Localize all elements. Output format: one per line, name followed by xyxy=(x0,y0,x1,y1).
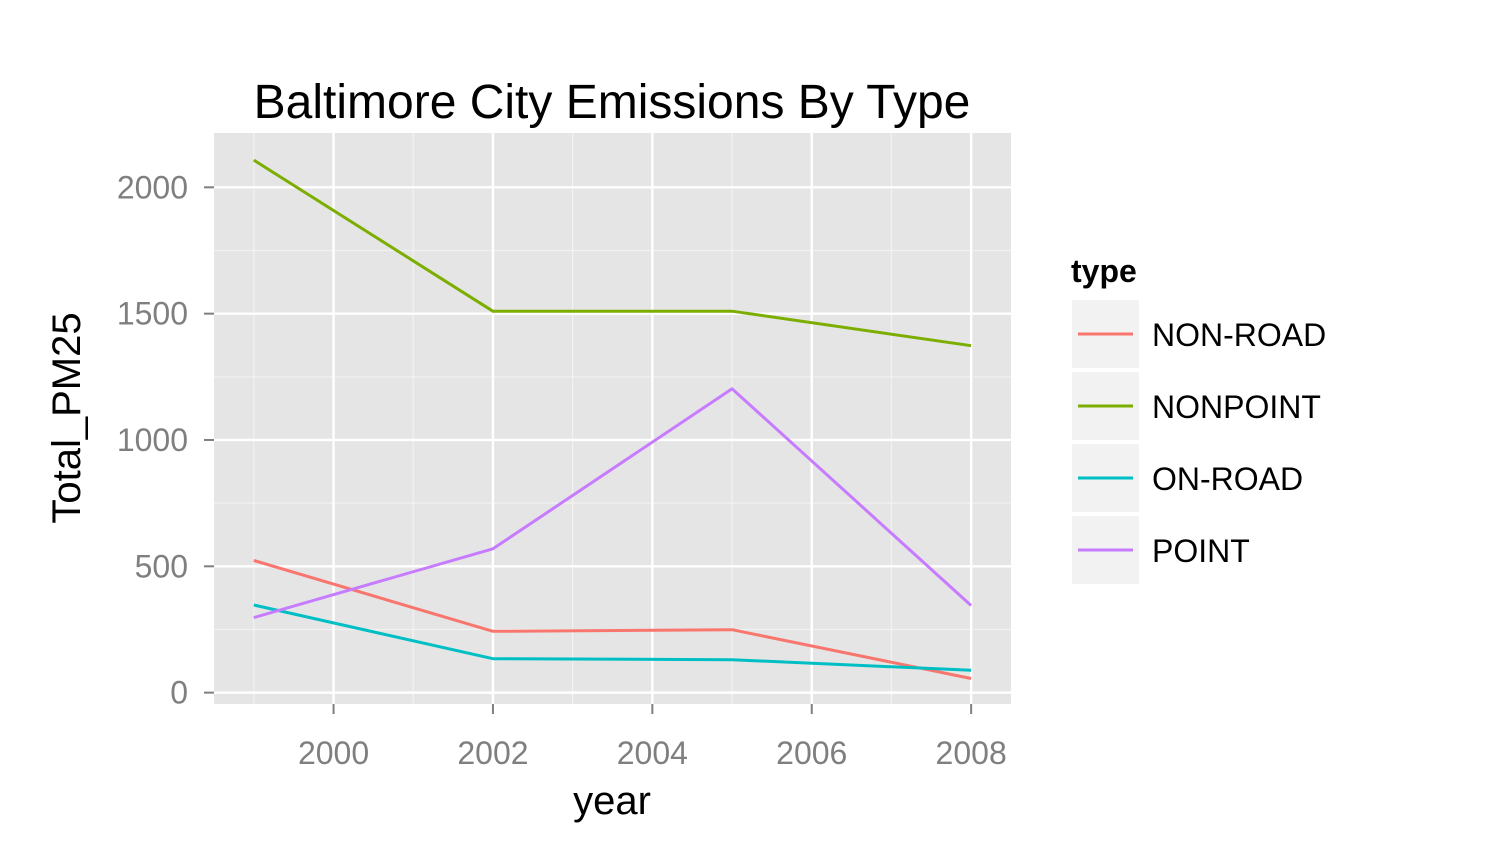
legend-item-non-road: NON-ROAD xyxy=(1072,300,1326,368)
series-line-on-road xyxy=(253,603,972,672)
legend-item-point: POINT xyxy=(1072,516,1250,584)
x-tick-label: 2008 xyxy=(936,735,1007,771)
series-line-point xyxy=(253,387,973,620)
legend-label: ON-ROAD xyxy=(1152,461,1303,497)
legend-label: NONPOINT xyxy=(1152,389,1321,425)
legend-item-nonpoint: NONPOINT xyxy=(1072,372,1321,440)
series-line-nonpoint xyxy=(252,158,972,348)
y-axis-title: Total_PM25 xyxy=(45,312,89,523)
plot-panel xyxy=(214,133,1011,704)
x-tick-label: 2002 xyxy=(457,735,528,771)
x-axis: 2000 2002 2004 2006 2008 xyxy=(298,704,1007,771)
legend-item-on-road: ON-ROAD xyxy=(1072,444,1303,512)
y-tick-label: 0 xyxy=(170,675,188,711)
legend-label: POINT xyxy=(1152,533,1250,569)
x-axis-title: year xyxy=(573,779,651,823)
legend-label: NON-ROAD xyxy=(1152,317,1326,353)
y-tick-label: 1500 xyxy=(117,296,188,332)
y-tick-label: 1000 xyxy=(117,422,188,458)
x-tick-label: 2006 xyxy=(776,735,847,771)
legend-title: type xyxy=(1071,253,1137,289)
y-axis: 0 500 1000 1500 2000 xyxy=(117,169,214,711)
x-tick-label: 2004 xyxy=(617,735,688,771)
grid-major xyxy=(214,133,1011,704)
legend: type NON-ROAD NONPOINT ON-ROAD POINT xyxy=(1071,253,1326,584)
legend-items: NON-ROAD NONPOINT ON-ROAD POINT xyxy=(1072,300,1326,584)
x-tick-label: 2000 xyxy=(298,735,369,771)
y-tick-label: 500 xyxy=(135,548,188,584)
y-tick-label: 2000 xyxy=(117,169,188,205)
series-line-non-road xyxy=(253,559,972,680)
chart-title: Baltimore City Emissions By Type xyxy=(254,76,971,129)
series-lines xyxy=(252,158,973,680)
